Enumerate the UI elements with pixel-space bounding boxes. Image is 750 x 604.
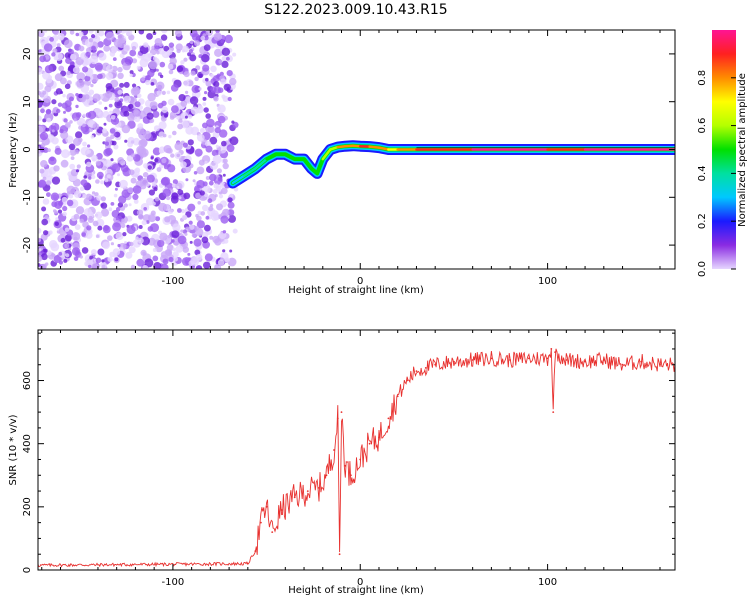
x-tick-label: 100 — [538, 577, 557, 588]
y-tick-label: 600 — [22, 371, 33, 390]
snr-point — [491, 358, 493, 360]
snr-point — [397, 395, 399, 397]
snr-point — [344, 465, 346, 467]
y-tick-label: 0 — [22, 146, 33, 152]
snr-point — [318, 487, 320, 489]
colorbar: 0.0 0.2 0.4 0.6 0.8 Normalized spectral ampl… — [697, 30, 748, 277]
snr-point — [388, 418, 390, 420]
y-tick-label: 200 — [22, 497, 33, 516]
snr-point — [294, 497, 296, 499]
snr-point — [565, 359, 567, 361]
snr-point — [359, 459, 361, 461]
colorbar-tick-label: 0.6 — [697, 118, 708, 134]
snr-point — [584, 361, 586, 363]
snr-point — [509, 359, 511, 361]
y-tick-label: -20 — [22, 237, 33, 253]
snr-point — [369, 443, 371, 445]
snr-point — [416, 370, 418, 372]
colorbar-tick-label: 0.8 — [697, 70, 708, 86]
snr-point — [425, 367, 427, 369]
colorbar-gradient — [712, 30, 736, 269]
snr-point — [281, 509, 283, 511]
x-tick-label: 100 — [538, 276, 557, 287]
snr-point — [341, 411, 343, 413]
snr-point — [554, 351, 556, 353]
snr-point — [603, 359, 605, 361]
snr-point — [326, 474, 328, 476]
snr-point — [528, 358, 530, 360]
snr-point — [254, 550, 256, 552]
snr-point — [640, 361, 642, 363]
figure-title: S122.2023.009.10.43.R15 — [264, 2, 447, 18]
y-tick-label: 20 — [22, 48, 33, 61]
snr-point — [406, 380, 408, 382]
snr-point — [472, 359, 474, 361]
snr-point — [271, 531, 273, 533]
snr-point — [333, 449, 335, 451]
x-tick-label: -100 — [162, 276, 185, 287]
snr-point — [350, 474, 352, 476]
snr-point — [266, 506, 268, 508]
y-tick-label: 400 — [22, 434, 33, 453]
snr-point — [552, 411, 554, 413]
y-tick-label: 0 — [22, 567, 33, 573]
y-tick-label: -10 — [22, 189, 33, 205]
spectrogram-x-label: Height of straight line (km) — [288, 285, 424, 296]
colorbar-tick-label: 0.4 — [697, 165, 708, 181]
y-tick-label: 10 — [22, 95, 33, 108]
spectrogram-y-label: Frequency (Hz) — [8, 112, 19, 188]
snr-x-label: Height of straight line (km) — [288, 585, 424, 596]
x-tick-label: -100 — [162, 577, 185, 588]
snr-point — [550, 348, 552, 350]
snr-point — [434, 364, 436, 366]
snr-point — [378, 437, 380, 439]
colorbar-label: Normalized spectral amplitude — [737, 73, 748, 227]
snr-point — [339, 553, 341, 555]
snr-point — [622, 364, 624, 366]
snr-point — [659, 364, 661, 366]
snr-point — [247, 563, 249, 565]
snr-point — [260, 522, 262, 524]
snr-point — [337, 418, 339, 420]
snr-y-label: SNR (10 * v/v) — [8, 414, 19, 485]
snr-point — [307, 490, 309, 492]
colorbar-tick-label: 0.0 — [697, 261, 708, 277]
snr-point — [547, 358, 549, 360]
ridge-segment — [370, 147, 379, 148]
colorbar-tick-label: 0.2 — [697, 213, 708, 229]
snr-point — [453, 361, 455, 363]
